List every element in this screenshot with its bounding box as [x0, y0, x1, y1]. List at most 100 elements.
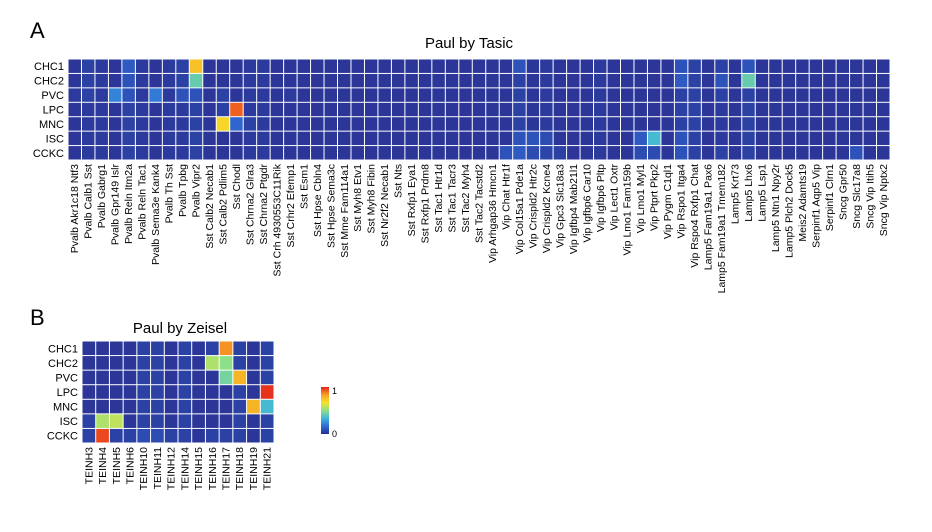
heatmap-cell	[338, 73, 351, 88]
heatmap-cell	[338, 88, 351, 102]
heatmap-cell	[149, 102, 162, 117]
heatmap-cell	[203, 73, 216, 88]
heatmap-cell	[405, 117, 418, 131]
heatmap-cell	[432, 59, 445, 73]
heatmap-cell	[81, 73, 95, 88]
heatmap-a-row-labels: CHC1 CHC2 PVC LPC MNC ISC CCKC	[33, 61, 64, 160]
heatmap-cell	[755, 102, 769, 117]
heatmap-cell	[233, 385, 247, 399]
heatmap-cell	[247, 356, 260, 370]
heatmap-cell	[580, 73, 594, 88]
heatmap-cell	[796, 59, 809, 73]
heatmap-cell	[432, 146, 445, 160]
column-label: TEINH15	[193, 447, 205, 490]
heatmap-cell	[755, 73, 769, 88]
heatmap-cell	[233, 428, 247, 443]
heatmap-cell	[203, 117, 216, 131]
heatmap-cell	[486, 88, 499, 102]
heatmap-cell	[338, 146, 351, 160]
heatmap-b	[82, 341, 274, 443]
heatmap-cell	[178, 414, 192, 428]
panel-b-label: B	[30, 305, 45, 330]
column-label: Meis2 Adamts19	[797, 164, 809, 242]
heatmap-cell	[391, 102, 405, 117]
heatmap-cell	[351, 102, 364, 117]
column-label: Lamp5 Lhx6	[743, 164, 755, 222]
column-label: Pvalb Gabrg1	[96, 164, 108, 228]
heatmap-cell	[459, 146, 472, 160]
heatmap-cell	[701, 73, 715, 88]
heatmap-cell	[459, 131, 472, 146]
row-label: CHC2	[34, 76, 64, 88]
heatmap-cell	[135, 88, 149, 102]
heatmap-cell	[567, 88, 580, 102]
column-label: Vip Crispld2 Kcne4	[541, 164, 553, 253]
heatmap-cell	[594, 102, 607, 117]
heatmap-cell	[257, 88, 270, 102]
heatmap-cell	[594, 73, 607, 88]
heatmap-cell	[260, 414, 274, 428]
heatmap-cell	[445, 102, 459, 117]
heatmap-cell	[351, 73, 364, 88]
heatmap-cell	[405, 131, 418, 146]
heatmap-cell	[164, 341, 178, 356]
heatmap-cell	[674, 88, 688, 102]
column-label: Vip Rspo4 Rxfp1 Chat	[689, 164, 701, 268]
heatmap-cell	[553, 146, 567, 160]
heatmap-cell	[324, 117, 338, 131]
heatmap-cell	[96, 356, 109, 370]
heatmap-cell	[205, 399, 219, 414]
heatmap-cell	[151, 385, 164, 399]
heatmap-cell	[863, 88, 877, 102]
heatmap-cell	[526, 117, 540, 131]
heatmap-cell	[164, 370, 178, 385]
heatmap-cell	[351, 146, 364, 160]
heatmap-cell	[189, 59, 203, 73]
heatmap-cell	[311, 102, 324, 117]
row-label: PVC	[41, 90, 64, 102]
heatmap-cell	[203, 88, 216, 102]
heatmap-cell	[189, 73, 203, 88]
heatmap-cell	[513, 131, 526, 146]
heatmap-cell	[634, 131, 647, 146]
heatmap-cell	[499, 88, 513, 102]
heatmap-cell	[553, 88, 567, 102]
heatmap-cell	[151, 356, 164, 370]
heatmap-cell	[162, 73, 176, 88]
column-label: Sst Hpse Cbln4	[312, 164, 324, 237]
heatmap-cell	[405, 102, 418, 117]
heatmap-cell	[257, 73, 270, 88]
heatmap-cell	[122, 59, 135, 73]
heatmap-cell	[486, 59, 499, 73]
heatmap-cell	[311, 59, 324, 73]
row-label: MNC	[39, 119, 64, 131]
heatmap-cell	[701, 117, 715, 131]
heatmap-cell	[863, 131, 877, 146]
heatmap-cell	[284, 117, 297, 131]
heatmap-cell	[82, 356, 96, 370]
heatmap-cell	[661, 73, 674, 88]
column-label: Vip Lect1 Oxtr	[608, 164, 620, 231]
heatmap-cell	[178, 399, 192, 414]
heatmap-cell	[553, 102, 567, 117]
heatmap-cell	[459, 88, 472, 102]
heatmap-cell	[192, 356, 205, 370]
heatmap-cell	[486, 73, 499, 88]
heatmap-cell	[122, 102, 135, 117]
row-label: ISC	[60, 416, 78, 428]
heatmap-cell	[176, 73, 189, 88]
heatmap-a-column-labels: Pvalb Akr1c18 Ntf3 Pvalb Calb1 Sst Pvalb G…	[69, 163, 890, 293]
heatmap-cell	[418, 59, 432, 73]
column-label: TEINH4	[97, 447, 109, 485]
heatmap-cell	[123, 399, 137, 414]
column-label: Sst Hpse Sema3c	[325, 164, 337, 248]
heatmap-cell	[418, 88, 432, 102]
heatmap-cell	[364, 131, 378, 146]
heatmap-cell	[96, 428, 109, 443]
heatmap-cell	[823, 88, 836, 102]
heatmap-cell	[96, 414, 109, 428]
heatmap-cell	[553, 73, 567, 88]
heatmap-cell	[135, 59, 149, 73]
heatmap-cell	[95, 73, 108, 88]
heatmap-cell	[192, 414, 205, 428]
